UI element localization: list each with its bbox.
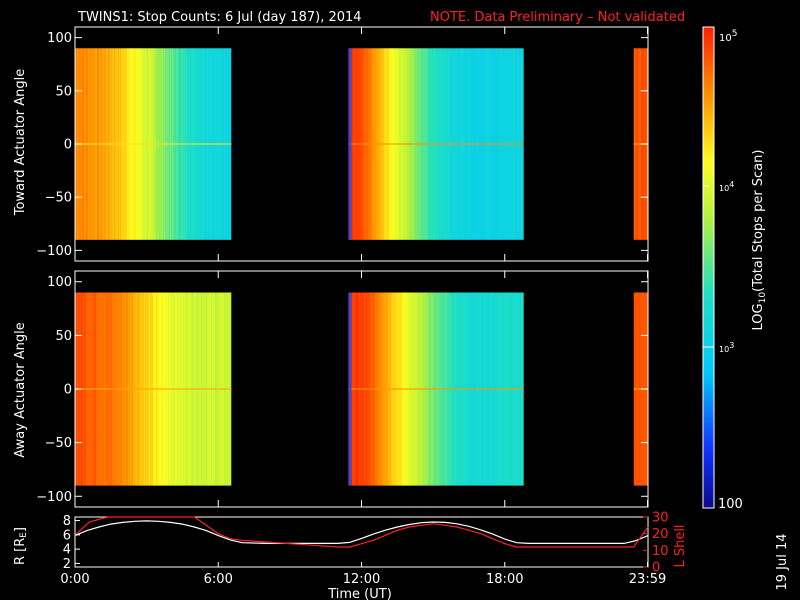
colorbar-min-label: 100 <box>718 497 743 512</box>
radius-line <box>74 520 649 545</box>
colorbar-mid-label: 103 <box>719 341 734 354</box>
colorbar-upper-label: 104 <box>719 180 734 193</box>
zero-angle-streak <box>348 388 524 390</box>
ephemeris-frame <box>74 516 649 568</box>
zero-angle-streak <box>633 388 648 390</box>
time-tick-label: 0:00 <box>60 572 89 587</box>
toward-heatmap-panel: 100 50 0 −50 −100 <box>36 26 649 262</box>
y-tick-label: 100 <box>47 275 72 290</box>
time-tick-label: 6:00 <box>204 572 233 587</box>
radius-tick-label: 2 <box>63 557 71 572</box>
colorbar-frame <box>702 26 715 509</box>
radius-tick-label: 6 <box>63 528 71 543</box>
colorbar-max-label: 105 <box>719 29 737 44</box>
y-tick-label: −100 <box>36 244 72 259</box>
time-axis-label: Time (UT) <box>327 587 392 600</box>
date-stamp: 19 Jul 14 <box>775 533 790 590</box>
y-tick-label: 50 <box>55 84 72 99</box>
toward-axis-label: Toward Actuator Angle <box>13 69 28 216</box>
time-tick-label: 23:59 <box>629 572 666 587</box>
heatmap-block <box>75 292 232 486</box>
y-tick-label: 0 <box>64 138 72 153</box>
heatmap-block <box>348 292 524 486</box>
away-axis-label: Away Actuator Angle <box>13 322 28 457</box>
y-tick-label: 50 <box>55 329 72 344</box>
preliminary-note: NOTE. Data Preliminary – Not validated <box>430 10 685 25</box>
zero-angle-streak <box>633 143 648 145</box>
block-edge-streak <box>348 292 352 486</box>
colorbar-label: LOG10(Total Stops per Scan) <box>751 150 768 331</box>
colorbar-scale <box>703 27 714 508</box>
lshell-axis-label: L Shell <box>673 524 688 567</box>
radius-axis-label: R [RE] <box>13 527 29 565</box>
block-edge-streak <box>348 48 352 240</box>
zero-angle-streak <box>348 143 524 145</box>
chart-title: TWINS1: Stop Counts: 6 Jul (day 187), 20… <box>77 10 362 25</box>
heatmap-block <box>75 48 232 240</box>
lshell-tick-label: 10 <box>652 544 669 559</box>
y-tick-label: −50 <box>45 436 72 451</box>
time-tick-label: 18:00 <box>486 572 523 587</box>
away-heatmap-panel: 100 50 0 −50 −100 <box>36 270 649 508</box>
lshell-line <box>74 516 649 548</box>
radius-tick-label: 4 <box>63 543 71 558</box>
heatmap-block <box>348 48 524 240</box>
lshell-tick-label: 20 <box>652 527 669 542</box>
lshell-tick-label: 0 <box>652 561 660 576</box>
zero-angle-streak <box>75 388 232 390</box>
y-tick-label: 0 <box>64 383 72 398</box>
time-tick-label: 12:00 <box>343 572 380 587</box>
lshell-tick-label: 30 <box>652 511 669 526</box>
y-tick-label: −100 <box>36 490 72 505</box>
y-tick-label: −50 <box>45 191 72 206</box>
colorbar-ticks <box>703 185 714 348</box>
radius-tick-label: 8 <box>63 514 71 529</box>
zero-angle-streak <box>75 143 232 145</box>
y-tick-label: 100 <box>47 31 72 46</box>
